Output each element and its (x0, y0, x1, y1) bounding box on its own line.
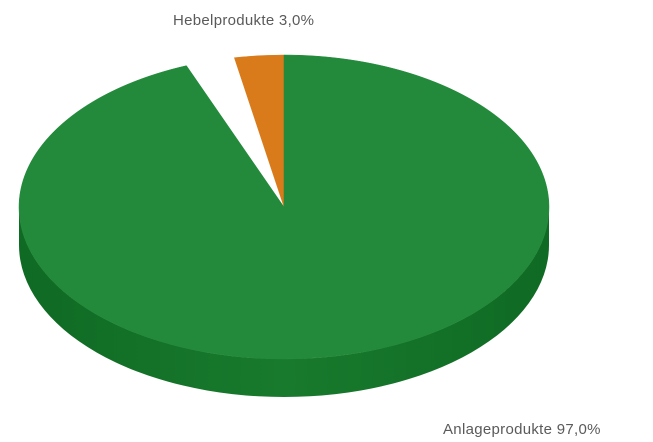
pie-side-wall (19, 207, 549, 397)
slice-label-anlageprodukte: Anlageprodukte 97,0% (443, 421, 601, 438)
pie-top-face (18, 54, 550, 360)
pie-slice-anlageprodukte (18, 54, 550, 360)
slice-label-hebelprodukte: Hebelprodukte 3,0% (173, 12, 314, 29)
pie-side-wall-shape (19, 207, 549, 397)
